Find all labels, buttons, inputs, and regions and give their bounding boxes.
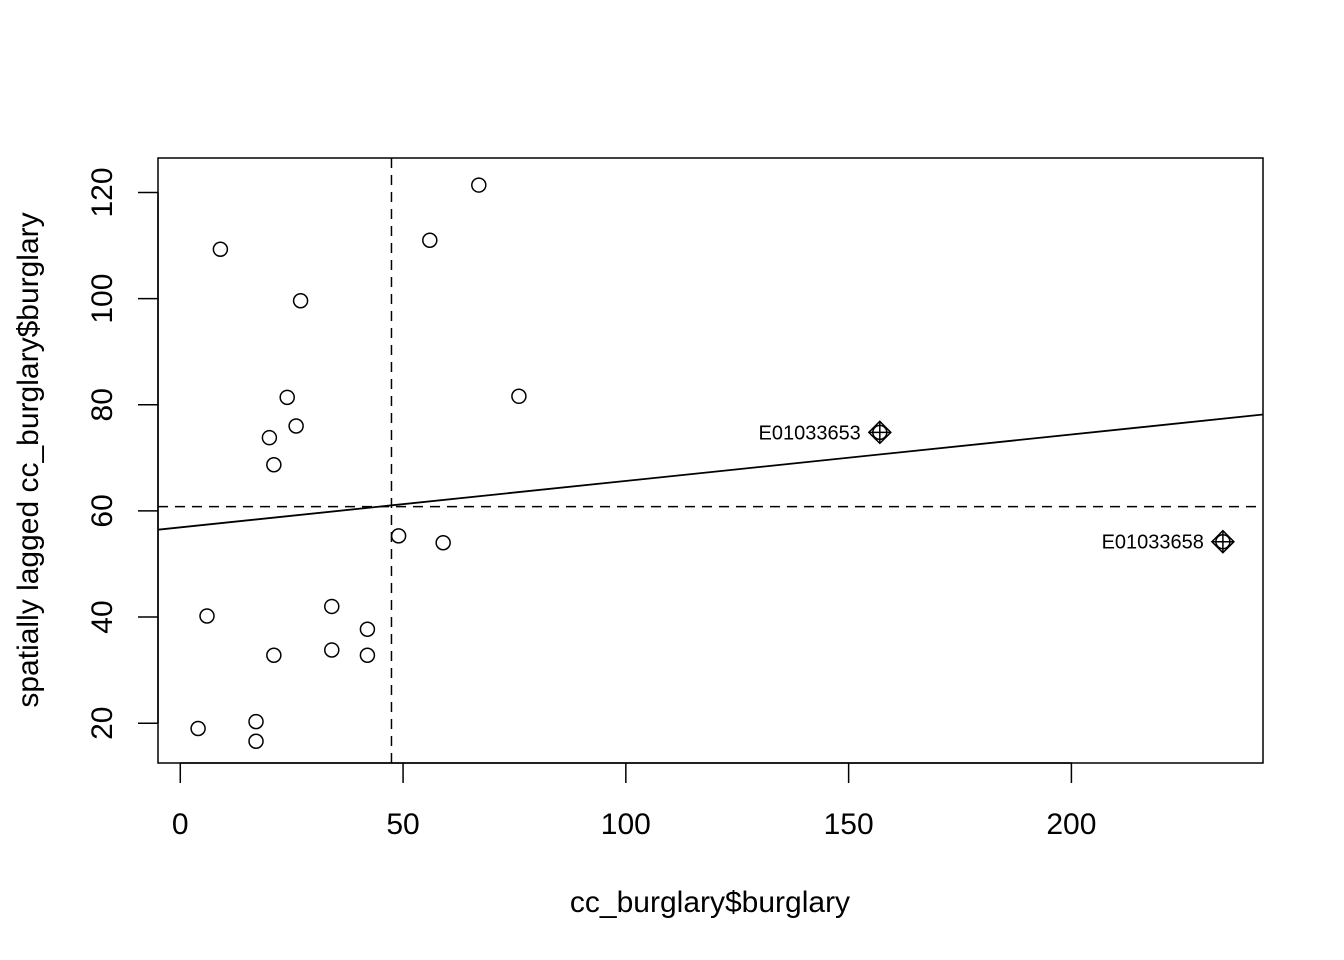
data-point xyxy=(288,418,304,434)
y-tick-label: 120 xyxy=(86,167,119,217)
x-tick-label: 200 xyxy=(1046,808,1096,841)
plot-frame xyxy=(157,157,1264,764)
x-tick-label: 0 xyxy=(172,808,189,841)
data-point xyxy=(359,647,376,664)
data-point xyxy=(261,429,278,446)
data-point xyxy=(422,232,438,249)
data-point xyxy=(324,642,340,658)
data-point xyxy=(324,598,340,615)
y-tick-label: 100 xyxy=(86,274,119,324)
y-axis-label: spatially lagged cc_burglary$burglary xyxy=(12,212,45,707)
influential-marker-diamond xyxy=(867,420,892,445)
data-point xyxy=(435,535,451,551)
data-point xyxy=(511,388,527,405)
y-tick-label: 40 xyxy=(86,600,119,633)
data-point xyxy=(266,647,282,664)
x-axis-label: cc_burglary$burglary xyxy=(570,886,850,919)
data-point xyxy=(359,621,376,638)
data-point xyxy=(248,733,264,749)
data-point xyxy=(190,720,206,737)
x-tick-label: 150 xyxy=(824,808,874,841)
influential-marker-cross xyxy=(868,421,891,444)
data-point xyxy=(248,713,264,730)
x-tick-label: 100 xyxy=(601,808,651,841)
data-point xyxy=(279,389,295,406)
y-tick-label: 80 xyxy=(86,388,119,421)
y-tick-label: 20 xyxy=(86,707,119,740)
data-point xyxy=(471,177,487,193)
data-point xyxy=(292,293,309,309)
influential-point-label: E01033658 xyxy=(1102,532,1204,554)
data-point xyxy=(390,528,407,544)
y-tick-label: 60 xyxy=(86,494,119,527)
influential-point-label: E01033653 xyxy=(758,422,860,444)
data-point xyxy=(199,608,215,624)
regression-line xyxy=(158,413,1263,531)
influential-marker-cross xyxy=(1211,530,1234,553)
x-tick-label: 50 xyxy=(386,808,419,841)
data-point xyxy=(266,456,282,473)
data-point xyxy=(212,241,229,258)
